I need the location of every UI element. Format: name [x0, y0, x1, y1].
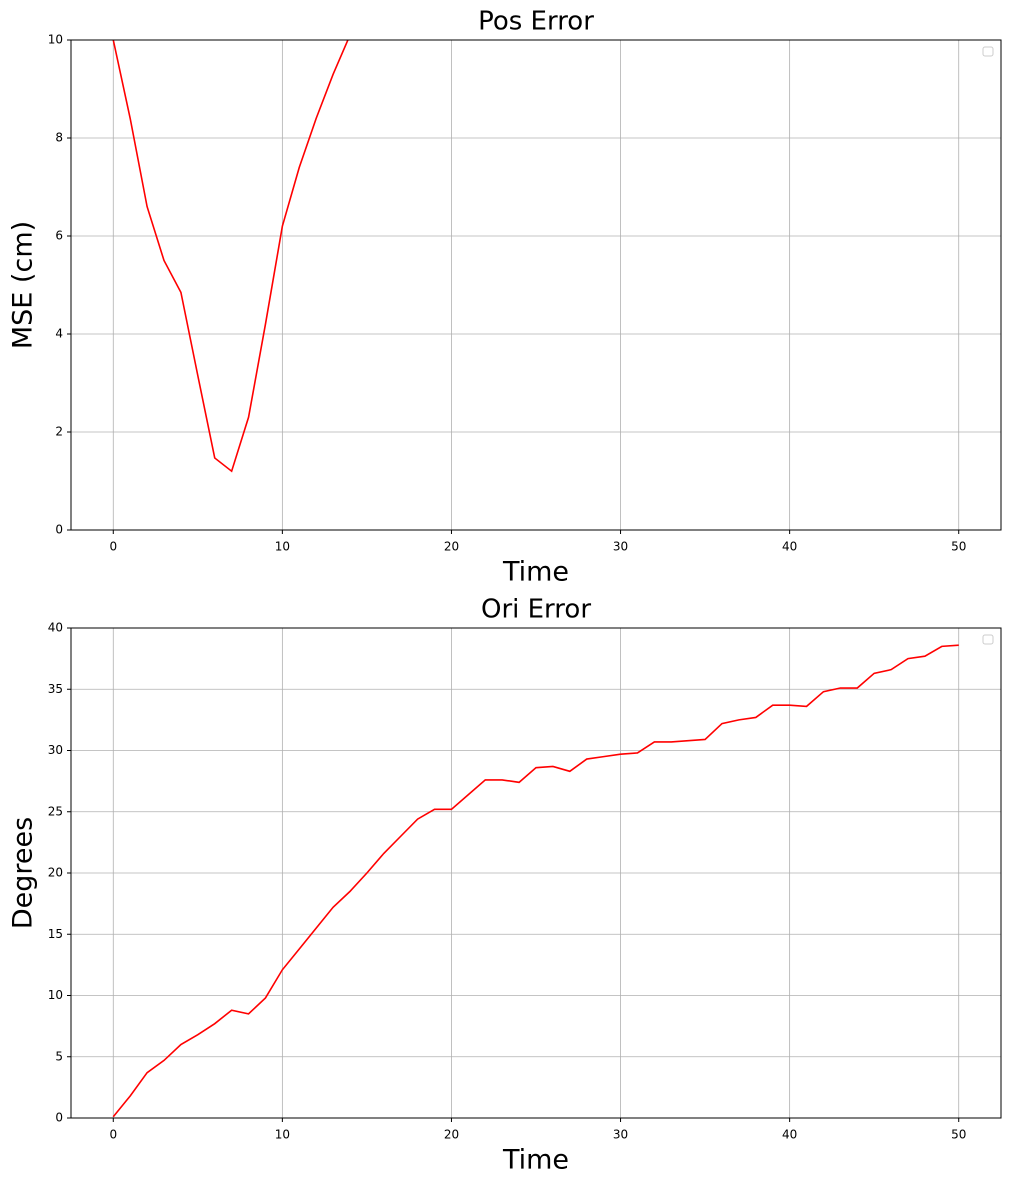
axes: 0 10 20 30 40 50 0 5 10 15 20 25 30 35 40 Ori Error Time…	[8, 595, 1002, 1176]
y-tick-label: 0	[55, 523, 63, 537]
x-tick-label: 0	[109, 1128, 117, 1142]
axes: 0 10 20 30 40 50 0 2 4 6 8 10 Pos Error Time MSE (cm)	[8, 7, 1002, 588]
x-tick-label: 20	[444, 1128, 459, 1142]
y-tick-label: 6	[55, 229, 63, 243]
x-tick-label: 30	[613, 1128, 628, 1142]
y-tick-label: 4	[55, 327, 63, 341]
x-axis-label: Time	[502, 1145, 569, 1176]
line-series	[112, 40, 349, 473]
line-series	[112, 644, 959, 1118]
y-tick-label: 10	[48, 988, 63, 1002]
x-tick-label: 30	[613, 540, 628, 554]
y-tick-label: 8	[55, 131, 63, 145]
y-tick-label: 10	[48, 33, 63, 47]
y-tick-label: 20	[48, 866, 63, 880]
y-tick-label: 35	[48, 682, 63, 696]
y-tick-label: 40	[48, 621, 63, 635]
x-tick-label: 50	[951, 540, 966, 554]
chart-title: Pos Error	[478, 7, 594, 37]
x-axis-label: Time	[502, 557, 569, 588]
x-tick-label: 40	[782, 1128, 797, 1142]
legend-box	[982, 46, 994, 57]
axes-frame	[70, 627, 1002, 1119]
x-tick-label: 20	[444, 540, 459, 554]
y-tick-label: 15	[48, 927, 63, 941]
y-tick-label: 30	[48, 743, 63, 757]
x-tick-label: 10	[275, 1128, 290, 1142]
y-tick-label: 2	[55, 425, 63, 439]
legend-box	[982, 634, 994, 645]
x-tick-label: 0	[109, 540, 117, 554]
axes-frame	[70, 39, 1002, 531]
y-tick-label: 5	[55, 1049, 63, 1063]
y-axis-label: Degrees	[8, 817, 39, 929]
y-tick-label: 25	[48, 804, 63, 818]
chart-title: Ori Error	[481, 595, 591, 625]
y-axis-label: MSE (cm)	[8, 221, 39, 349]
x-tick-label: 40	[782, 540, 797, 554]
y-tick-label: 0	[55, 1111, 63, 1125]
x-tick-label: 10	[275, 540, 290, 554]
x-tick-label: 50	[951, 1128, 966, 1142]
